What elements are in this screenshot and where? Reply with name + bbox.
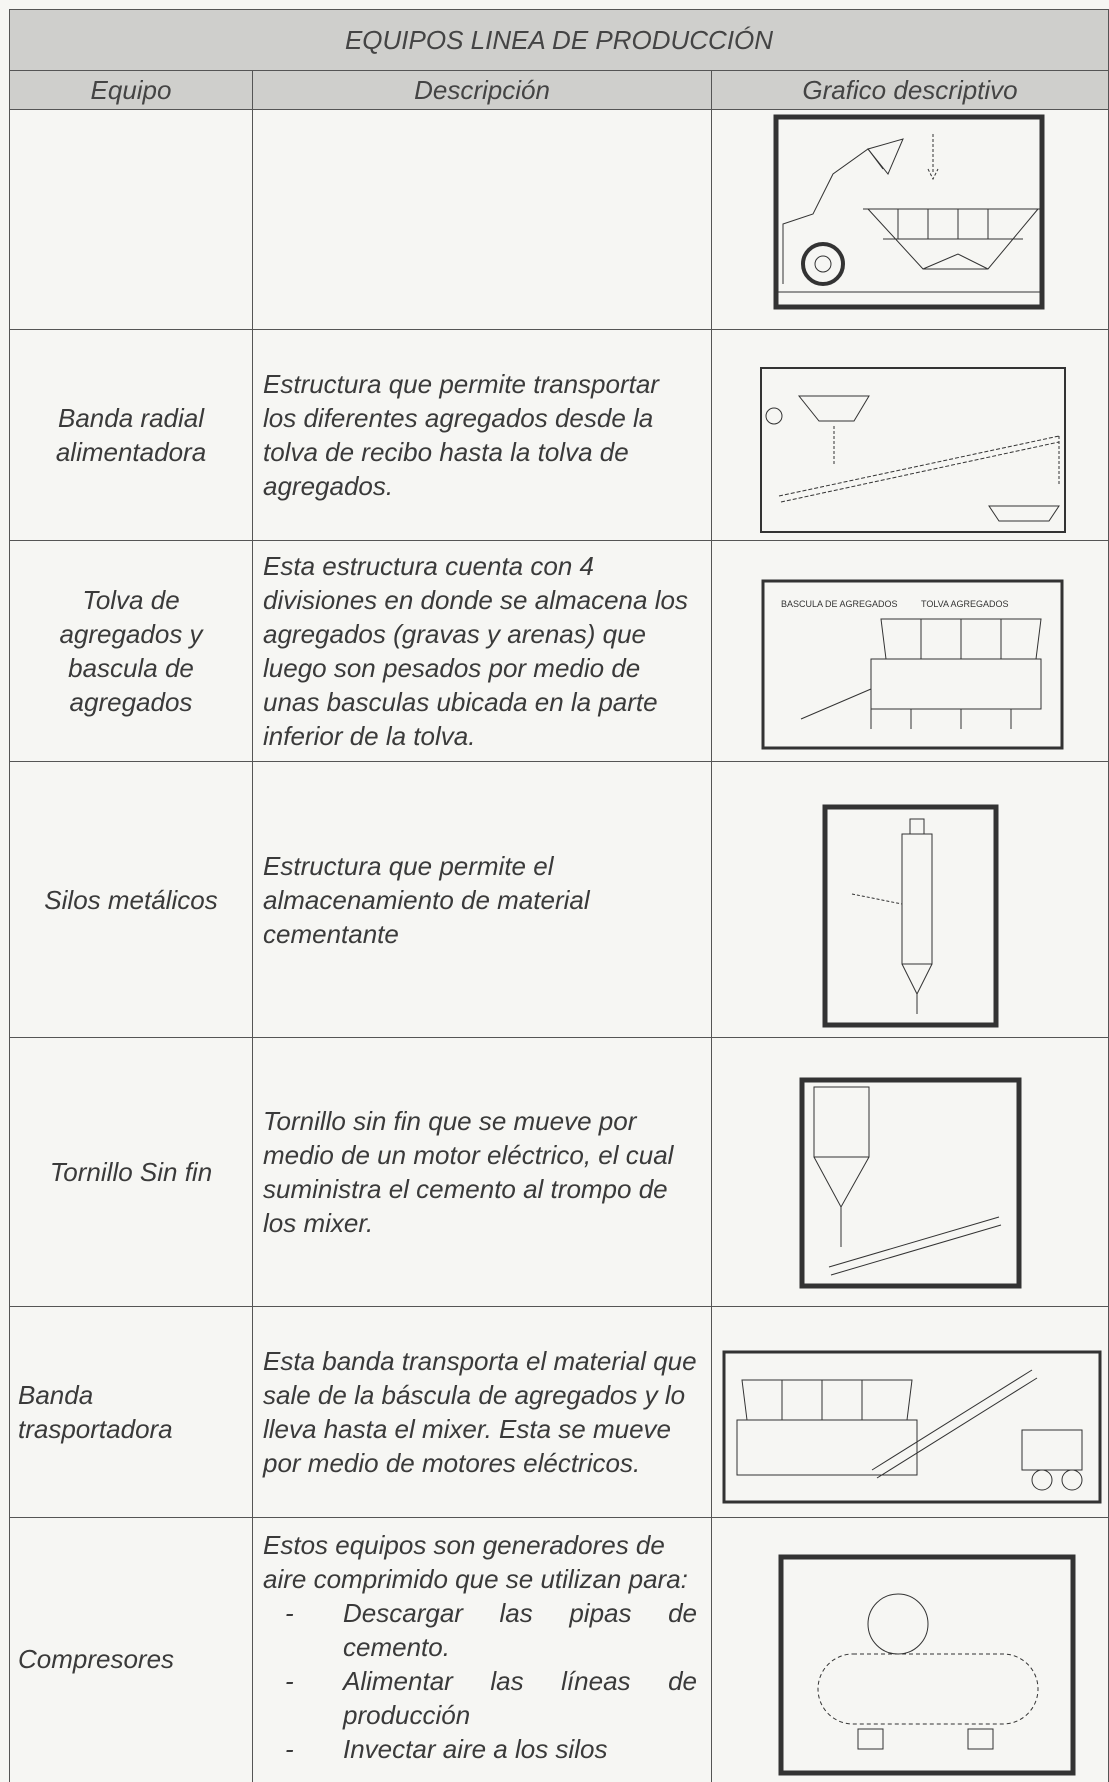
descripcion-text: Estructura que permite el almacenamiento… (263, 850, 590, 949)
equipo-cell: Silos metálicos (9, 761, 253, 1038)
descripcion-block: Esta estructura cuenta con 4 divisiones … (263, 549, 697, 753)
cell (9, 109, 253, 330)
bullet-list: Descargar las pipas de cemento.Alimentar… (263, 1596, 697, 1766)
descripcion-cell: Estos equipos son generadores de aire co… (252, 1517, 712, 1782)
loader-sketch (773, 114, 1045, 310)
column-header: Grafico descriptivo (711, 70, 1109, 110)
equipo-cell: Banda radial alimentadora (9, 329, 253, 541)
figure-label: BASCULA DE AGREGADOS (781, 599, 898, 609)
descripcion-cell: Estructura que permite el almacenamiento… (252, 761, 712, 1038)
equipo-cell: Tornillo Sin fin (9, 1037, 253, 1307)
conveyor-sketch (760, 367, 1066, 533)
descripcion-cell: Esta estructura cuenta con 4 divisiones … (252, 540, 712, 762)
column-header: Descripción (252, 70, 712, 110)
plant-sketch (722, 1350, 1102, 1504)
equipo-cell: Banda trasportadora (9, 1306, 253, 1518)
descripcion-text: Esta banda transporta el material que sa… (263, 1346, 697, 1478)
descripcion-cell: Esta banda transporta el material que sa… (252, 1306, 712, 1518)
equipo-cell: Compresores (9, 1517, 253, 1782)
column-header: Equipo (9, 70, 253, 110)
figure-label: TOLVA AGREGADOS (921, 599, 1009, 609)
descripcion-block: Esta banda transporta el material que sa… (263, 1344, 697, 1480)
descripcion-cell: Tornillo sin fin que se mueve por medio … (252, 1037, 712, 1307)
bullet-item: Invectar aire a los silos (285, 1732, 697, 1766)
title: EQUIPOS LINEA DE PRODUCCIÓN (9, 9, 1109, 71)
bullet-item: Alimentar las líneas de producción (285, 1664, 697, 1732)
bullet-item: Descargar las pipas de cemento. (285, 1596, 697, 1664)
silo-sketch (822, 804, 999, 1028)
descripcion-text: Estructura que permite transportar los d… (263, 369, 659, 501)
descripcion-cell: Estructura que permite transportar los d… (252, 329, 712, 541)
descripcion-block: Estructura que permite transportar los d… (263, 367, 697, 503)
screw-sketch (799, 1077, 1022, 1289)
equipo-cell: Tolva de agregados y bascula de agregado… (9, 540, 253, 762)
descripcion-block: Estos equipos son generadores de aire co… (263, 1528, 697, 1766)
cell (252, 109, 712, 330)
descripcion-block: Estructura que permite el almacenamiento… (263, 849, 697, 951)
descripcion-text: Esta estructura cuenta con 4 divisiones … (263, 551, 688, 751)
descripcion-text: Estos equipos son generadores de aire co… (263, 1530, 688, 1594)
compressor-sketch (778, 1554, 1076, 1776)
descripcion-block: Tornillo sin fin que se mueve por medio … (263, 1104, 697, 1240)
hopper-sketch: BASCULA DE AGREGADOS TOLVA AGREGADOS (761, 579, 1064, 750)
descripcion-text: Tornillo sin fin que se mueve por medio … (263, 1106, 674, 1238)
